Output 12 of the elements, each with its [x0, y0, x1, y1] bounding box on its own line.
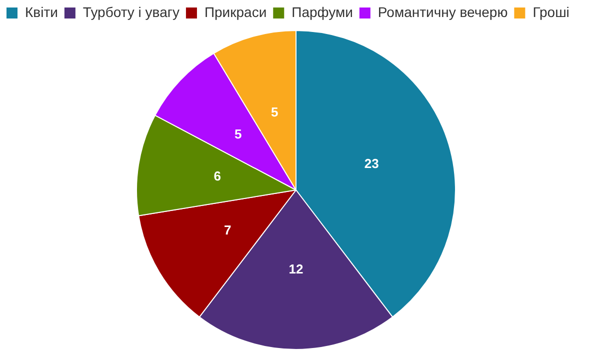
data-label: 6 — [214, 168, 221, 184]
legend-label: Парфуми — [292, 4, 353, 20]
data-label: 23 — [364, 156, 379, 172]
legend-label: Турботу і увагу — [82, 4, 180, 20]
legend-label: Квіти — [25, 4, 58, 20]
legend-label: Гроші — [532, 4, 570, 20]
data-label: 5 — [271, 104, 278, 120]
data-label: 5 — [234, 126, 242, 142]
legend-label: Прикраси — [204, 4, 267, 20]
legend-label: Романтичну вечерю — [378, 4, 508, 20]
data-label: 7 — [224, 222, 232, 238]
data-label: 12 — [288, 261, 304, 276]
